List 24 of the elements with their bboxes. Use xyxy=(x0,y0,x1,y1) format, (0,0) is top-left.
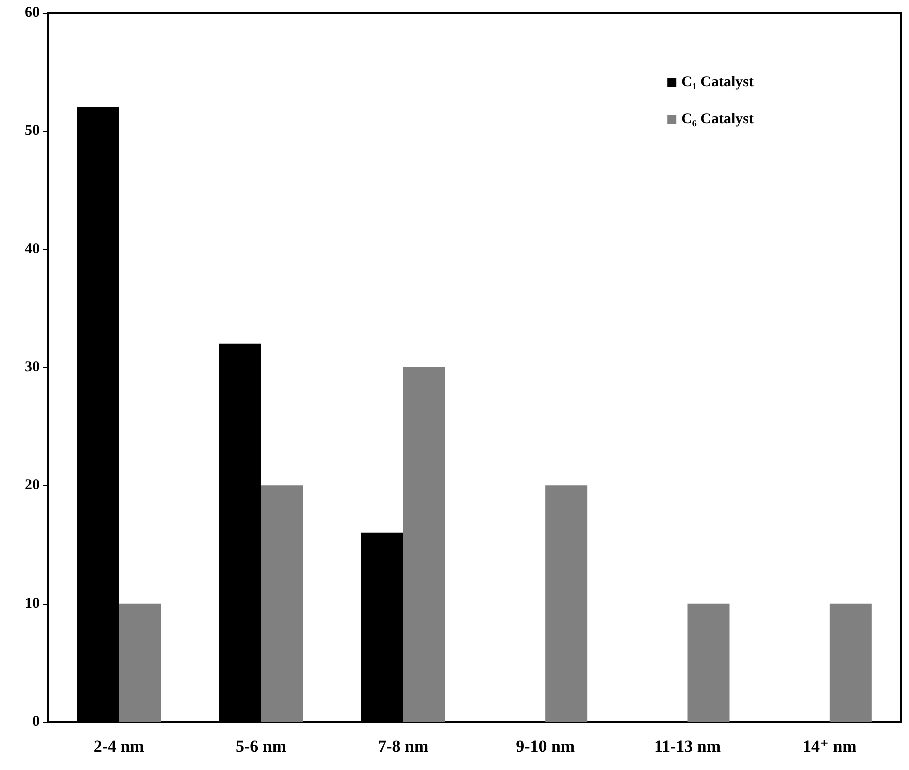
x-tick-label: 5-6 nm xyxy=(236,737,287,756)
legend-label: C₁ Catalyst xyxy=(682,74,754,90)
y-tick-label: 20 xyxy=(25,478,40,494)
x-tick-label: 11-13 nm xyxy=(654,737,722,756)
x-tick-label: 7-8 nm xyxy=(378,737,429,756)
bar xyxy=(403,368,446,722)
y-tick-label: 30 xyxy=(25,360,40,376)
y-tick-label: 60 xyxy=(25,5,40,21)
bar xyxy=(546,486,588,722)
x-tick-label: 9-10 nm xyxy=(516,737,576,756)
bar xyxy=(119,604,162,722)
bar xyxy=(688,604,730,722)
legend-label: C₆ Catalyst xyxy=(682,112,754,128)
x-tick-label: 14⁺ nm xyxy=(802,737,857,756)
bar xyxy=(261,486,304,722)
bar xyxy=(361,532,404,722)
y-tick-label: 10 xyxy=(25,596,40,612)
x-tick-label: 2-4 nm xyxy=(94,737,144,756)
bar xyxy=(830,604,872,722)
bar xyxy=(219,344,262,722)
y-tick-label: 50 xyxy=(25,123,40,140)
bar xyxy=(77,108,120,722)
y-tick-label: 0 xyxy=(32,714,40,730)
y-tick-label: 40 xyxy=(25,241,40,258)
